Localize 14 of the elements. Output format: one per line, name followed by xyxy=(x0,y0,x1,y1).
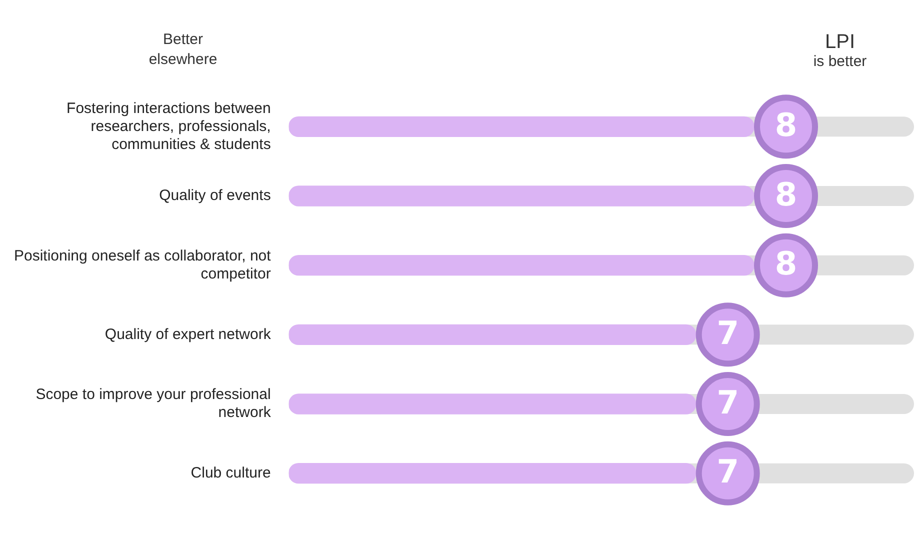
text: Better elsewhere xyxy=(148,30,218,70)
y-tick-label: Scope to improve your professional network xyxy=(36,386,272,422)
y-tick-label: Quality of expert network xyxy=(104,326,272,343)
data-label: 8 xyxy=(774,106,798,144)
y-tick-label: Positioning oneself as collaborator, not competitor xyxy=(14,247,272,282)
y-tick-label: Quality of events xyxy=(159,187,271,204)
data-label: 7 xyxy=(716,383,739,422)
data-label: 8 xyxy=(774,175,798,214)
y-tick-label: Fostering interactions between researchers, professionals, communities & students xyxy=(66,100,271,153)
data-label: 7 xyxy=(716,452,739,491)
data-label: 7 xyxy=(716,314,739,352)
data-label: 8 xyxy=(774,244,798,283)
text: LPI is better xyxy=(812,31,868,72)
y-tick-label: Club culture xyxy=(190,464,271,482)
